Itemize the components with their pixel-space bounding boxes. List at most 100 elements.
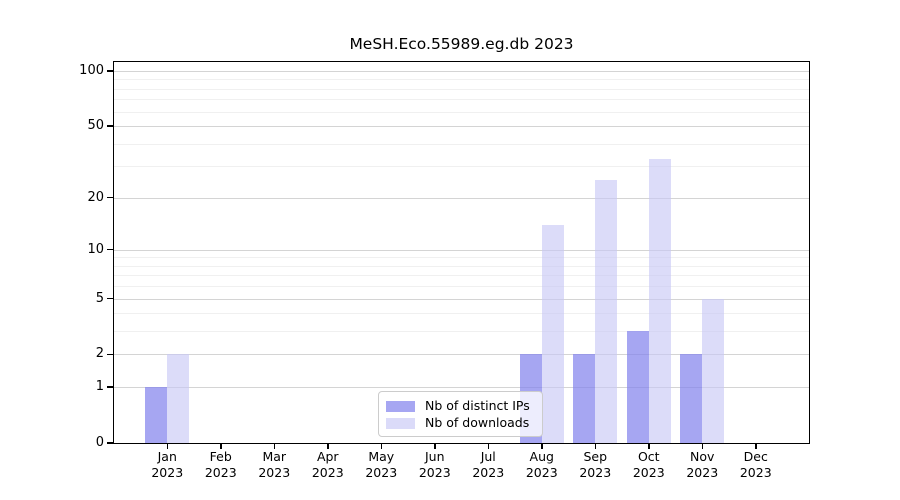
minor-gridline xyxy=(114,265,809,267)
major-gridline xyxy=(114,71,809,73)
x-axis-tick xyxy=(380,444,382,449)
month-label: Nov xyxy=(690,449,715,464)
x-axis-tick-label: Dec 2023 xyxy=(724,449,788,481)
x-axis-tick xyxy=(648,444,650,449)
y-axis-tick xyxy=(107,442,113,444)
minor-gridline xyxy=(114,286,809,288)
minor-gridline xyxy=(114,275,809,277)
legend-label-downloads: Nb of downloads xyxy=(425,415,530,430)
year-label: 2023 xyxy=(739,465,772,480)
chart-title: MeSH.Eco.55989.eg.db 2023 xyxy=(349,35,574,53)
month-label: Jun xyxy=(424,449,445,464)
x-axis-tick-label: Nov 2023 xyxy=(670,449,734,481)
major-gridline xyxy=(114,197,809,199)
bar-downloads xyxy=(702,298,725,443)
year-label: 2023 xyxy=(151,465,184,480)
y-axis-tick-label: 5 xyxy=(95,290,104,306)
x-axis-tick xyxy=(273,444,275,449)
x-axis-tick xyxy=(594,444,596,449)
y-axis-tick-label: 2 xyxy=(95,346,104,362)
bar-distinct-ips xyxy=(573,354,596,443)
legend-swatch-downloads xyxy=(386,417,415,429)
year-label: 2023 xyxy=(204,465,237,480)
year-label: 2023 xyxy=(579,465,612,480)
x-axis-tick xyxy=(541,444,543,449)
bar-downloads xyxy=(167,354,190,443)
y-axis-tick xyxy=(107,70,113,72)
year-label: 2023 xyxy=(686,465,719,480)
major-gridline xyxy=(114,249,809,251)
minor-gridline xyxy=(114,143,809,145)
month-label: Sep xyxy=(583,449,608,464)
major-gridline xyxy=(114,354,809,356)
month-label: Jan xyxy=(157,449,177,464)
legend-entry-downloads: Nb of downloads xyxy=(386,415,534,431)
y-axis-tick-label: 10 xyxy=(87,241,104,257)
x-axis-tick xyxy=(166,444,168,449)
x-axis-tick xyxy=(755,444,757,449)
x-axis-tick-label: Apr 2023 xyxy=(296,449,360,481)
minor-gridline xyxy=(114,257,809,259)
x-axis-tick-label: Oct 2023 xyxy=(617,449,681,481)
x-axis-tick-label: Jan 2023 xyxy=(135,449,199,481)
year-label: 2023 xyxy=(311,465,344,480)
x-axis-tick-label: Jun 2023 xyxy=(403,449,467,481)
y-axis-tick-label: 20 xyxy=(87,189,104,205)
legend-label-distinct-ips: Nb of distinct IPs xyxy=(425,398,530,413)
month-label: Apr xyxy=(316,449,339,464)
y-axis-tick xyxy=(107,297,113,300)
y-axis-tick-label: 50 xyxy=(87,118,104,134)
year-label: 2023 xyxy=(258,465,291,480)
minor-gridline xyxy=(114,88,809,90)
y-axis-tick xyxy=(107,248,113,251)
year-label: 2023 xyxy=(472,465,505,480)
bar-downloads xyxy=(648,158,671,443)
bar-distinct-ips xyxy=(680,354,703,443)
x-axis-tick-label: Jul 2023 xyxy=(456,449,520,481)
x-axis-tick xyxy=(434,444,436,449)
year-label: 2023 xyxy=(365,465,398,480)
minor-gridline xyxy=(114,313,809,315)
y-axis-tick xyxy=(107,125,113,127)
legend: Nb of distinct IPs Nb of downloads xyxy=(378,391,543,437)
bar-downloads xyxy=(541,224,564,443)
x-axis-tick-label: Feb 2023 xyxy=(189,449,253,481)
major-gridline xyxy=(114,126,809,128)
x-axis-tick xyxy=(701,444,703,449)
x-axis-tick-label: May 2023 xyxy=(349,449,413,481)
month-label: Oct xyxy=(637,449,660,464)
plot-area: Nb of distinct IPs Nb of downloads xyxy=(113,61,810,444)
month-label: Feb xyxy=(209,449,232,464)
bar-downloads xyxy=(595,180,618,443)
minor-gridline xyxy=(114,79,809,81)
y-axis-tick-label: 0 xyxy=(95,435,104,450)
y-axis-tick-label: 100 xyxy=(79,63,104,79)
x-axis-tick xyxy=(220,444,222,449)
bar-distinct-ips xyxy=(626,331,649,443)
x-axis-tick-label: Aug 2023 xyxy=(510,449,574,481)
month-label: Mar xyxy=(262,449,287,464)
year-label: 2023 xyxy=(632,465,665,480)
minor-gridline xyxy=(114,166,809,168)
x-axis-tick xyxy=(487,444,489,449)
y-axis-tick xyxy=(107,196,113,199)
bar-distinct-ips xyxy=(145,387,168,443)
major-gridline xyxy=(114,387,809,389)
major-gridline xyxy=(114,298,809,300)
month-label: Dec xyxy=(743,449,768,464)
legend-entry-distinct-ips: Nb of distinct IPs xyxy=(386,398,534,414)
x-axis-tick xyxy=(327,444,329,449)
minor-gridline xyxy=(114,99,809,101)
x-axis-tick-label: Mar 2023 xyxy=(242,449,306,481)
legend-swatch-distinct-ips xyxy=(386,400,415,412)
month-label: Jul xyxy=(480,449,496,464)
month-label: May xyxy=(368,449,395,464)
y-axis-tick xyxy=(107,386,113,388)
month-label: Aug xyxy=(529,449,554,464)
minor-gridline xyxy=(114,111,809,113)
year-label: 2023 xyxy=(418,465,451,480)
year-label: 2023 xyxy=(525,465,558,480)
minor-gridline xyxy=(114,331,809,333)
y-axis-tick xyxy=(107,353,113,356)
